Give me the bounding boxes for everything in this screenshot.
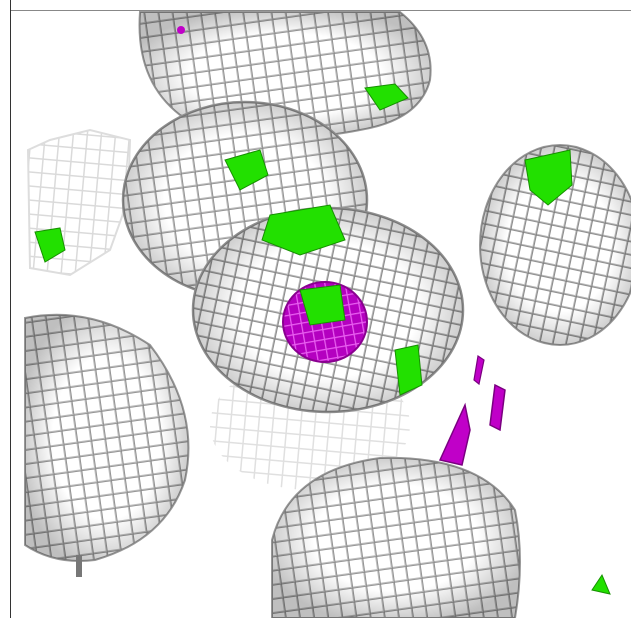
right-sphere[interactable] [479, 144, 631, 346]
lower-left-sphere[interactable] [24, 313, 190, 577]
magenta-fragments[interactable] [177, 26, 506, 466]
bottom-sphere[interactable] [271, 456, 521, 618]
frame-left-border [10, 0, 11, 618]
mesh-strand [76, 555, 82, 577]
frame-top-border [10, 10, 631, 11]
green-density-fragments[interactable] [34, 83, 611, 595]
